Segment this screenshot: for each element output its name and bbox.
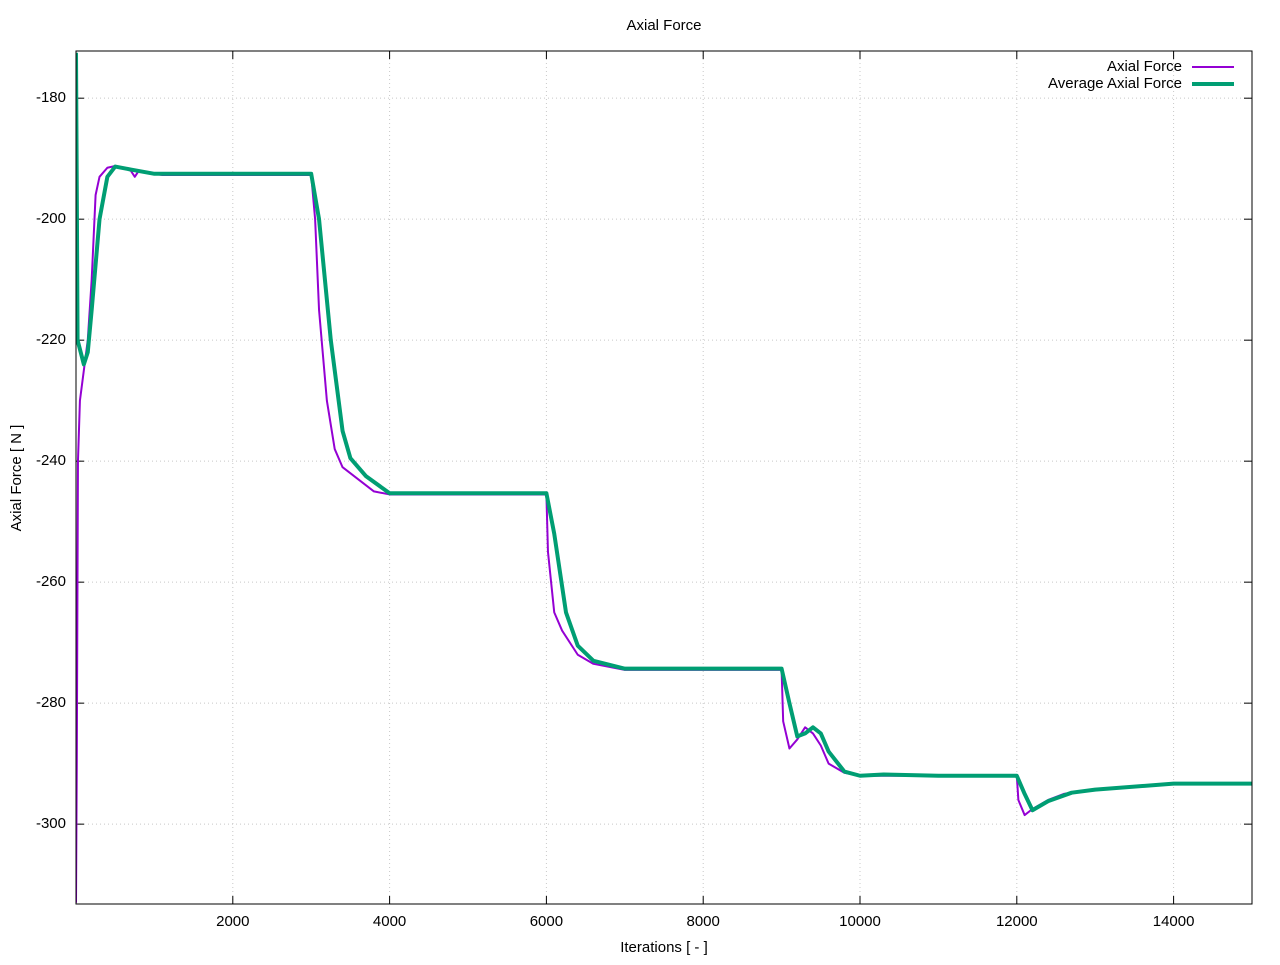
legend-label: Axial Force	[1107, 58, 1182, 75]
x-tick-label: 4000	[373, 913, 406, 930]
y-tick-label: -280	[36, 694, 66, 711]
x-tick-label: 8000	[687, 913, 720, 930]
y-tick-label: -200	[36, 210, 66, 227]
legend-label: Average Axial Force	[1048, 75, 1182, 92]
chart-title: Axial Force	[626, 17, 701, 34]
x-tick-label: 6000	[530, 913, 563, 930]
x-tick-label: 10000	[839, 913, 881, 930]
y-tick-label: -180	[36, 89, 66, 106]
y-tick-label: -300	[36, 815, 66, 832]
plot-frame	[75, 50, 1253, 905]
plot-area	[76, 52, 1252, 903]
x-tick-label: 2000	[216, 913, 249, 930]
y-tick-label: -260	[36, 573, 66, 590]
x-tick-label: 12000	[996, 913, 1038, 930]
y-tick-label: -240	[36, 452, 66, 469]
data-line	[76, 52, 1252, 813]
grid	[76, 51, 1252, 904]
x-tick-label: 14000	[1153, 913, 1195, 930]
y-tick-label: -220	[36, 331, 66, 348]
y-axis-label: Axial Force [ N ]	[8, 425, 25, 532]
x-axis-label: Iterations [ - ]	[620, 939, 708, 956]
